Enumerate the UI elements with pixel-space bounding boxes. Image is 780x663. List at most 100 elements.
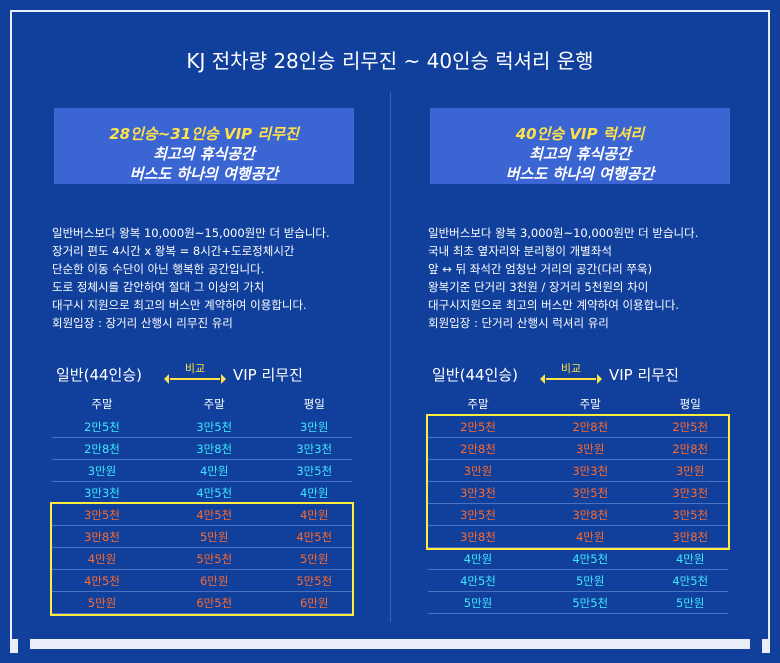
standard-weekend-price: 3만5천 xyxy=(52,503,152,526)
standard-weekend-price: 4만원 xyxy=(52,547,152,570)
standard-weekend-price: 3만8천 xyxy=(52,525,152,548)
vip-weekday-price: 3만원 xyxy=(276,416,352,438)
price-row: 3만5천 3만8천 3만5천 xyxy=(428,503,728,526)
vip-weekday-price: 3만3천 xyxy=(652,481,728,504)
header-standard-weekend: 주말 xyxy=(467,397,489,411)
standard-weekend-price: 2만5천 xyxy=(428,416,528,438)
price-row: 3만8천 4만원 3만8천 xyxy=(428,525,728,548)
vip-weekday-price: 4만5천 xyxy=(652,569,728,592)
banner-line-2: 최고의 휴식공간 xyxy=(529,145,631,163)
vip-weekday-price: 2만5천 xyxy=(652,416,728,438)
vip-weekend-price: 4만5천 xyxy=(152,503,277,526)
price-row: 3만5천 4만5천 4만원 xyxy=(52,503,352,526)
standard-weekend-price: 4만원 xyxy=(428,547,528,570)
compare-standard-label: 일반(44인승) xyxy=(56,366,142,384)
desc-line: 왕복기준 단거리 3천원 / 장거리 5천원의 차이 xyxy=(428,280,649,294)
standard-weekend-price: 3만원 xyxy=(52,459,152,482)
standard-weekend-price: 2만8천 xyxy=(428,437,528,460)
desc-line: 일반버스보다 왕복 10,000원~15,000원만 더 받습니다. xyxy=(52,226,330,240)
vip-weekend-price: 3만원 xyxy=(528,437,653,460)
column-divider xyxy=(390,92,391,622)
double-arrow-icon xyxy=(540,374,602,384)
vip-weekend-price: 5만5천 xyxy=(528,591,653,614)
header-standard-weekend: 주말 xyxy=(91,397,113,411)
standard-weekend-price: 5만원 xyxy=(428,591,528,614)
price-row: 5만원 5만5천 5만원 xyxy=(428,591,728,614)
desc-line: 회원입장 : 장거리 산행시 리무진 유리 xyxy=(52,316,233,330)
vip-weekday-price: 4만원 xyxy=(652,547,728,570)
price-table-body: 2만5천 3만5천 3만원 2만8천 3만8천 3만3천 3만원 4만원 3만5천 3만3천 4만5… xyxy=(52,416,352,614)
vip-weekend-price: 6만5천 xyxy=(152,591,277,614)
price-row: 4만원 5만5천 5만원 xyxy=(52,547,352,570)
page-title: KJ 전차량 28인승 리무진 ~ 40인승 럭셔리 운행 xyxy=(186,49,594,73)
vip-weekday-price: 3만5천 xyxy=(652,503,728,526)
price-row: 2만8천 3만원 2만8천 xyxy=(428,437,728,460)
compare-label: 비교 xyxy=(560,362,582,375)
vip-weekend-price: 4만5천 xyxy=(528,547,653,570)
price-table-body: 2만5천 2만8천 2만5천 2만8천 3만원 2만8천 3만원 3만3천 3만원 3만3천 3만5… xyxy=(428,416,728,614)
limousine-column: 28인승~31인승 VIP 리무진 최고의 휴식공간 버스도 하나의 여행공간 … xyxy=(50,108,357,616)
frame-border xyxy=(10,10,770,653)
compare-header: 일반(44인승) 비교 VIP 리무진 xyxy=(52,362,357,388)
luxury-column: 40인승 VIP 럭셔리 최고의 휴식공간 버스도 하나의 여행공간 일반버스보… xyxy=(426,108,733,614)
vip-weekend-price: 5만원 xyxy=(528,569,653,592)
banner-line-3: 버스도 하나의 여행공간 xyxy=(129,165,279,183)
vip-weekend-price: 3만8천 xyxy=(152,437,277,460)
standard-weekend-price: 4만5천 xyxy=(52,569,152,592)
banner-line-2: 최고의 휴식공간 xyxy=(153,145,255,163)
desc-line: 도로 정체시를 감안하여 절대 그 이상의 가치 xyxy=(52,280,265,294)
price-row: 4만원 4만5천 4만원 xyxy=(428,547,728,570)
price-row: 3만3천 3만5천 3만3천 xyxy=(428,481,728,504)
vip-weekday-price: 4만원 xyxy=(276,481,352,504)
price-row: 5만원 6만5천 6만원 xyxy=(52,591,352,614)
header-vip-weekday: 평일 xyxy=(303,397,325,411)
header-vip-weekend: 주말 xyxy=(203,397,225,411)
standard-weekend-price: 3만3천 xyxy=(428,481,528,504)
limousine-banner: 28인승~31인승 VIP 리무진 최고의 휴식공간 버스도 하나의 여행공간 xyxy=(54,108,354,184)
price-row: 2만8천 3만8천 3만3천 xyxy=(52,437,352,460)
vip-weekday-price: 3만5천 xyxy=(276,459,352,482)
price-row: 3만3천 4만5천 4만원 xyxy=(52,481,352,504)
standard-weekend-price: 4만5천 xyxy=(428,569,528,592)
vip-weekday-price: 4만5천 xyxy=(276,525,352,548)
standard-weekend-price: 3만5천 xyxy=(428,503,528,526)
price-row: 2만5천 2만8천 2만5천 xyxy=(428,416,728,438)
limousine-description: 일반버스보다 왕복 10,000원~15,000원만 더 받습니다. 장거리 편… xyxy=(52,224,357,332)
vip-weekend-price: 4만원 xyxy=(152,459,277,482)
standard-weekend-price: 3만3천 xyxy=(52,481,152,504)
vip-weekend-price: 6만원 xyxy=(152,569,277,592)
vip-weekday-price: 5만5천 xyxy=(276,569,352,592)
price-row: 3만원 3만3천 3만원 xyxy=(428,459,728,482)
vip-weekday-price: 3만3천 xyxy=(276,437,352,460)
vip-weekday-price: 2만8천 xyxy=(652,437,728,460)
vip-weekend-price: 5만원 xyxy=(152,525,277,548)
desc-line: 일반버스보다 왕복 3,000원~10,000원만 더 받습니다. xyxy=(428,226,699,240)
vip-weekend-price: 3만5천 xyxy=(152,416,277,438)
banner-line-3: 버스도 하나의 여행공간 xyxy=(505,165,655,183)
standard-weekend-price: 2만8천 xyxy=(52,437,152,460)
desc-line: 단순한 이동 수단이 아닌 행복한 공간입니다. xyxy=(52,262,265,276)
vip-weekday-price: 4만원 xyxy=(276,503,352,526)
price-row: 2만5천 3만5천 3만원 xyxy=(52,416,352,438)
vip-weekday-price: 3만8천 xyxy=(652,525,728,548)
compare-header: 일반(44인승) 비교 VIP 리무진 xyxy=(428,362,733,388)
standard-weekend-price: 3만8천 xyxy=(428,525,528,548)
vip-weekend-price: 4만원 xyxy=(528,525,653,548)
price-row: 4만5천 5만원 4만5천 xyxy=(428,569,728,592)
standard-weekend-price: 3만원 xyxy=(428,459,528,482)
desc-line: 국내 최초 옆자리와 분리형이 개별좌석 xyxy=(428,244,612,258)
vip-weekend-price: 3만5천 xyxy=(528,481,653,504)
vip-weekend-price: 2만8천 xyxy=(528,416,653,438)
bottom-bar xyxy=(30,639,750,649)
price-table: 주말 주말 평일 2만5천 2만8천 2만5천 2만8천 3만원 2만8천 3만원 3만3천 3… xyxy=(428,392,728,614)
compare-label: 비교 xyxy=(184,362,206,375)
vip-weekday-price: 3만원 xyxy=(652,459,728,482)
header-vip-weekday: 평일 xyxy=(679,397,701,411)
desc-line: 회원입장 : 단거리 산행시 럭셔리 유리 xyxy=(428,316,609,330)
compare-vip-label: VIP 리무진 xyxy=(233,366,303,384)
price-row: 3만8천 5만원 4만5천 xyxy=(52,525,352,548)
price-row: 3만원 4만원 3만5천 xyxy=(52,459,352,482)
vip-weekday-price: 5만원 xyxy=(652,591,728,614)
banner-line-1: 28인승~31인승 VIP 리무진 xyxy=(109,125,299,143)
